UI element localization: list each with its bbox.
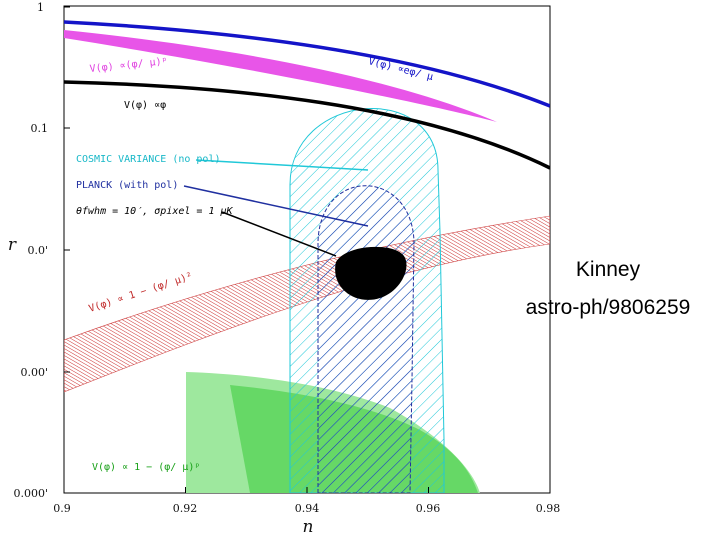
y-axis: 0.000' 0.00' 0.0' 0.1 1 r — [8, 1, 70, 500]
pointer-planck — [183, 185, 369, 227]
y-tick-label-2: 0.0' — [27, 244, 48, 257]
line-linear — [64, 80, 550, 170]
x-tick-label-2: 0.94 — [295, 502, 320, 515]
caption-reference: astro-ph/9806259 — [525, 296, 691, 319]
x-axis: 0.9 0.92 0.94 0.96 0.98 n — [53, 487, 560, 537]
y-tick-label-3: 0.1 — [31, 122, 49, 135]
x-tick-label-0: 0.9 — [53, 502, 71, 515]
label-green: V(φ) ∝ 1 − (φ/ μ)ᵖ — [92, 462, 200, 473]
pointer-error-ellipse — [221, 211, 337, 257]
caption-author: Kinney — [575, 258, 641, 281]
x-axis-title: n — [303, 517, 314, 537]
region-magenta-band — [64, 30, 497, 122]
x-tick-label-3: 0.96 — [416, 502, 441, 515]
x-tick-label-4: 0.98 — [536, 502, 561, 515]
y-tick-label-4: 1 — [37, 1, 44, 14]
y-tick-label-1: 0.00' — [20, 366, 48, 379]
y-axis-title: r — [8, 235, 17, 255]
label-cosmic-variance: COSMIC VARIANCE (no pol) — [76, 154, 221, 165]
label-planck: PLANCK (with pol) — [76, 180, 178, 191]
x-tick-label-1: 0.92 — [173, 502, 198, 515]
pointer-cosmic-variance — [195, 159, 369, 171]
y-tick-label-0: 0.000' — [13, 487, 48, 500]
label-linear: V(φ) ∝φ — [124, 100, 166, 111]
line-exponential — [64, 20, 550, 108]
label-error-ellipse: θfwhm = 10′, σpixel = 1 μK — [76, 206, 234, 217]
region-error-ellipse — [335, 246, 407, 300]
region-planck — [317, 185, 415, 493]
